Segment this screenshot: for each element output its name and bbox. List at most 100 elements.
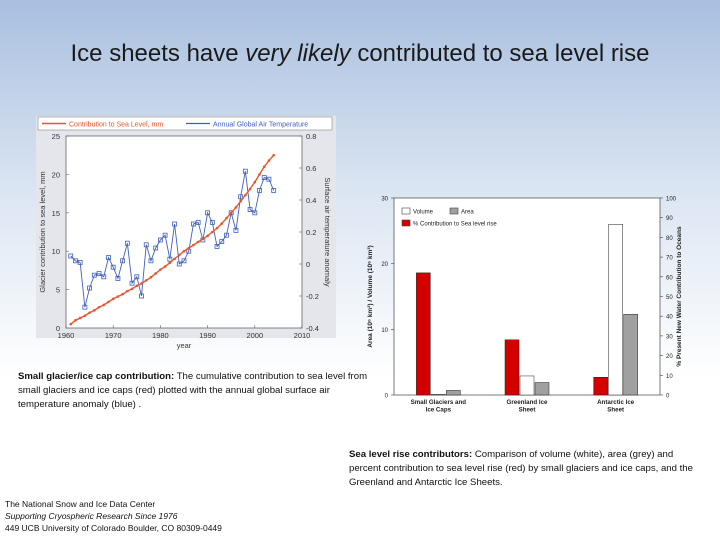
temperature-point <box>181 258 187 264</box>
temperature-point <box>143 242 149 248</box>
sea-level-point <box>187 246 191 250</box>
temperature-point <box>73 258 78 264</box>
temperature-point <box>209 220 215 225</box>
sea-level-point <box>234 206 238 209</box>
bar-percent <box>504 339 520 396</box>
bar-percent <box>416 272 431 396</box>
sea-level-point <box>88 311 91 314</box>
glacier-temperature-chart: Contribution to Sea Level, mm Annual Glob… <box>36 116 336 350</box>
x-tick-label: 2010 <box>294 331 311 340</box>
y-right-axis-label: Surface air temperature anomaly <box>323 177 332 286</box>
caption-right-text: Comparison of volume (white), area (grey… <box>349 449 693 488</box>
sea-level-point <box>177 253 181 257</box>
temperature-point <box>167 256 173 262</box>
bar-area <box>534 382 550 396</box>
category-label: Antarctic Ice Sheet <box>597 399 635 414</box>
y-right-tick-label: 0.4 <box>306 196 316 205</box>
temperature-point <box>87 285 92 291</box>
footer-line-2: Supporting Cryospheric Research Since 19… <box>5 511 178 521</box>
temperature-point <box>82 304 88 310</box>
bar-volume <box>608 224 623 396</box>
temperature-point <box>96 271 102 277</box>
temperature-point <box>101 274 107 280</box>
legend-sea-level-label: Contribution to Sea Level, mm <box>69 122 163 129</box>
caption-right: Sea level rise contributors: Comparison … <box>349 448 699 490</box>
sea-level-point <box>163 265 167 268</box>
temperature-point <box>115 275 121 281</box>
temperature-point <box>271 188 277 193</box>
footer: The National Snow and Ice Data Center Su… <box>5 498 222 534</box>
sea-level-point <box>116 295 120 298</box>
sea-level-point <box>244 193 247 197</box>
bar-area <box>446 390 461 396</box>
bar-volume <box>519 375 535 396</box>
y-axis-label: Glacier contribution to sea level, mm <box>38 171 47 292</box>
sea-level-point <box>201 237 205 241</box>
y-tick-label: 30 <box>381 197 388 203</box>
y-tick-label: 0 <box>56 324 60 333</box>
sea-level-point <box>192 243 195 247</box>
temperature-point <box>124 240 130 246</box>
y-right-tick-label: 100 <box>666 197 677 203</box>
temperature-point <box>266 176 272 182</box>
bar-volume <box>431 394 446 396</box>
y-right-tick-label: 30 <box>666 334 673 340</box>
y-tick-label: 0 <box>385 394 389 400</box>
y-right-tick-label: 20 <box>666 354 673 360</box>
y-tick-label: 10 <box>52 247 60 256</box>
x-tick-label: 1980 <box>152 331 169 340</box>
sea-level-point <box>149 276 153 279</box>
temperature-point <box>228 210 234 216</box>
y-right-tick-label: 80 <box>666 236 673 242</box>
sea-level-point <box>135 284 139 288</box>
y-right-tick-label: 0.8 <box>306 132 316 141</box>
temperature-point <box>77 259 83 265</box>
caption-left: Small glacier/ice cap contribution: The … <box>18 370 368 412</box>
y-right-tick-label: 0.6 <box>306 164 316 173</box>
sea-level-point <box>220 222 224 225</box>
temperature-point <box>242 168 248 174</box>
sea-level-point <box>126 289 129 293</box>
temperature-point <box>68 253 74 259</box>
sea-level-point <box>258 173 261 176</box>
bar-area <box>623 313 638 396</box>
sea-level-point <box>78 316 82 320</box>
legend-percent-swatch <box>401 219 411 227</box>
y-right-tick-label: 10 <box>666 374 673 380</box>
x-tick-label: 1970 <box>105 331 122 340</box>
sea-level-point <box>229 211 233 215</box>
legend-percent-label: % Contribution to Sea level rise <box>413 222 497 228</box>
sea-level-point <box>121 292 124 296</box>
sea-level-point <box>83 314 87 318</box>
sea-level-point <box>97 305 101 309</box>
sea-level-point <box>102 303 106 307</box>
x-tick-label: 2000 <box>246 331 263 340</box>
legend-area-label: Area <box>461 210 474 216</box>
temperature-point <box>148 258 154 264</box>
y-axis-label: Area (10⁶ km²) / Volume (10⁶ km³) <box>367 245 374 347</box>
bar-percent <box>593 377 608 396</box>
y-right-axis-label: % Present New Water Contribution to Ocea… <box>676 226 683 367</box>
x-tick-label: 1960 <box>58 331 75 340</box>
y-right-tick-label: 0 <box>306 260 310 269</box>
legend-area-swatch <box>449 207 459 215</box>
y-right-tick-label: 60 <box>666 275 673 281</box>
temperature-point <box>176 261 182 267</box>
temperature-point <box>224 232 229 238</box>
sea-level-point <box>239 199 242 203</box>
sea-level-contributors-chart: 0 10 20 30 0 10 20 30 40 50 60 70 80 90 100 Area (10⁶ k… <box>367 197 683 414</box>
category-label: Greenland Ice Sheet <box>507 399 548 414</box>
y-right-tick-label: -0.4 <box>306 324 319 333</box>
x-tick-label: 1990 <box>199 331 216 340</box>
title-emphasis: very likely <box>245 40 351 67</box>
temperature-point <box>120 258 126 264</box>
temperature-point <box>219 239 225 244</box>
y-right-tick-label: 0 <box>666 394 670 400</box>
title-part-2: contributed to sea level rise <box>350 40 650 67</box>
legend-temperature-label: Annual Global Air Temperature <box>213 122 308 129</box>
temperature-point <box>91 272 97 278</box>
temperature-point <box>205 210 211 216</box>
sea-level-point <box>74 319 77 322</box>
sea-level-point <box>93 309 96 312</box>
y-right-tick-label: -0.2 <box>306 292 319 301</box>
